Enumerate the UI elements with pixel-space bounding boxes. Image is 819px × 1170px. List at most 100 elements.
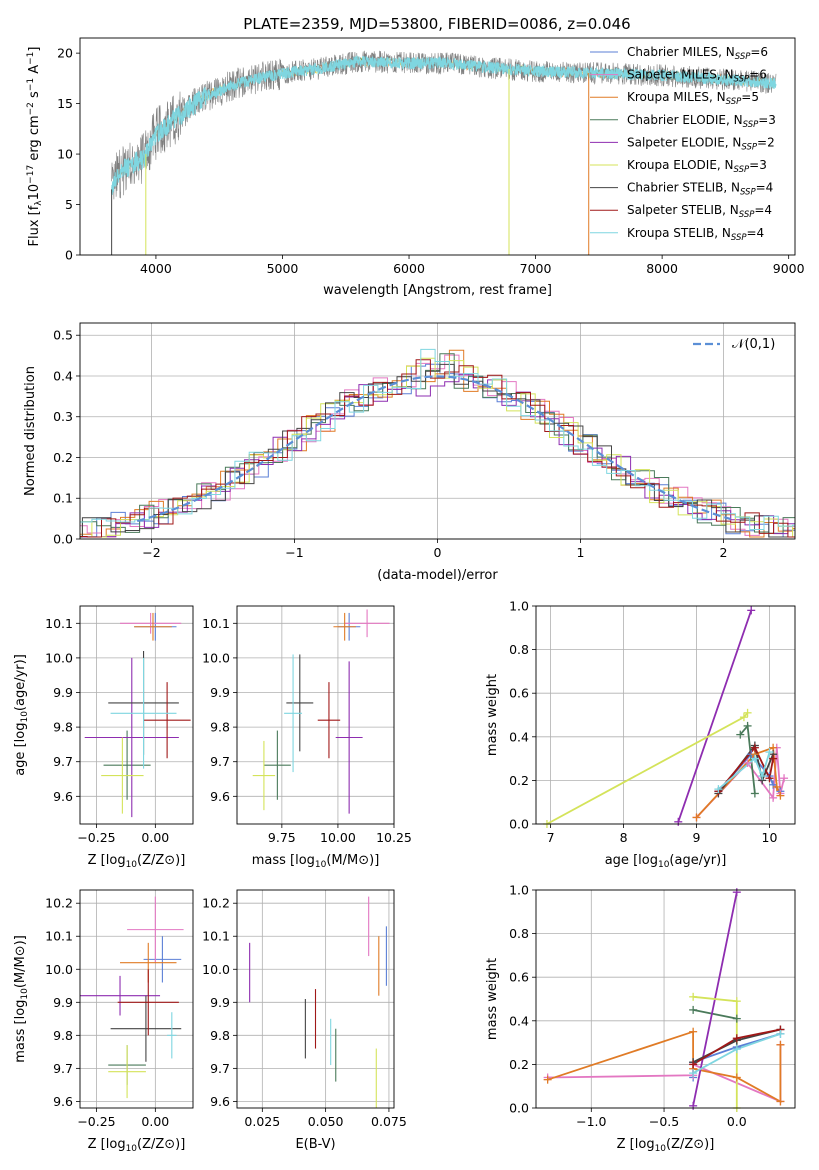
plot-area bbox=[80, 896, 184, 1099]
y-tick-label: 1.0 bbox=[509, 599, 529, 614]
x-tick-label: 0.025 bbox=[244, 1114, 280, 1129]
x-tick-label: 0.00 bbox=[141, 830, 169, 845]
weight-line-2 bbox=[547, 1030, 782, 1104]
y-tick-label: 10.0 bbox=[45, 962, 73, 977]
y-tick-label: 9.8 bbox=[53, 720, 73, 735]
figure-title: PLATE=2359, MJD=53800, FIBERID=0086, z=0… bbox=[243, 15, 630, 33]
x-tick-label: 10.25 bbox=[376, 830, 412, 845]
model-spectrum-8 bbox=[111, 55, 777, 195]
legend-label: Chabrier MILES, NSSP=6 bbox=[627, 45, 768, 62]
axes-frame bbox=[79, 605, 194, 825]
y-tick-label: 0.6 bbox=[509, 686, 529, 701]
y-tick-label: 20 bbox=[57, 46, 73, 61]
x-tick-label: 8000 bbox=[646, 261, 678, 276]
axes-frame bbox=[535, 605, 796, 825]
y-tick-label: 9.7 bbox=[53, 754, 73, 769]
y-tick-label: 9.7 bbox=[210, 754, 230, 769]
x-axis-label: Z [log10(Z/Z⊙)] bbox=[88, 1137, 186, 1154]
y-tick-label: 9.9 bbox=[53, 995, 73, 1010]
weight-line-4 bbox=[677, 610, 753, 823]
plot-area bbox=[111, 50, 777, 255]
y-tick-label: 0.6 bbox=[509, 970, 529, 985]
residual-histogram-7 bbox=[80, 359, 795, 538]
y-tick-label: 0.2 bbox=[53, 450, 73, 465]
plot-area bbox=[546, 610, 785, 824]
residual-histogram-2 bbox=[80, 349, 795, 538]
legend-label: Kroupa MILES, NSSP=5 bbox=[627, 90, 759, 107]
y-axis-label: mass weight bbox=[485, 958, 500, 1040]
legend-label: Chabrier STELIB, NSSP=4 bbox=[627, 181, 773, 198]
y-axis-label: mass weight bbox=[485, 674, 500, 756]
axes-frame bbox=[236, 889, 395, 1109]
residual-histogram-6 bbox=[80, 363, 795, 538]
x-axis-label: wavelength [Angstrom, rest frame] bbox=[323, 283, 552, 298]
y-tick-label: 10.0 bbox=[202, 962, 230, 977]
normal-reference-curve bbox=[136, 375, 732, 523]
panel-mass_vs_Z: −0.25 0.00 9.6 9.7 9.8 9.9 10.0 10.1 10.2 Z [log1… bbox=[13, 889, 194, 1154]
panel-spectrum: 4000 5000 6000 7000 8000 9000 0 5 10 15 20 waveleng… bbox=[26, 37, 805, 298]
axes-frame bbox=[236, 605, 395, 825]
y-tick-label: 10.1 bbox=[202, 929, 230, 944]
y-tick-label: 9.9 bbox=[210, 995, 230, 1010]
y-tick-label: 0.8 bbox=[509, 926, 529, 941]
y-tick-label: 0.4 bbox=[509, 1013, 529, 1028]
plot-area bbox=[84, 612, 191, 818]
x-tick-label: −1 bbox=[285, 545, 303, 560]
weight-line-3 bbox=[692, 1009, 737, 1020]
x-tick-label: 0 bbox=[434, 545, 442, 560]
plot-area bbox=[252, 609, 390, 814]
y-tick-label: 10.1 bbox=[45, 616, 73, 631]
x-tick-label: 7000 bbox=[520, 261, 552, 276]
x-tick-label: −0.25 bbox=[77, 830, 115, 845]
y-tick-label: 0.0 bbox=[53, 532, 73, 547]
panel-weight_vs_age: 7 8 9 10 0.0 0.2 0.4 0.6 0.8 1.0 mass weight age [l… bbox=[485, 599, 796, 870]
y-tick-label: 9.6 bbox=[53, 789, 73, 804]
y-tick-label: 9.9 bbox=[53, 685, 73, 700]
y-tick-label: 15 bbox=[57, 96, 73, 111]
y-tick-label: 9.7 bbox=[53, 1061, 73, 1076]
y-tick-label: 0.4 bbox=[509, 729, 529, 744]
y-tick-label: 9.9 bbox=[210, 685, 230, 700]
y-tick-label: 10 bbox=[57, 147, 73, 162]
weight-line-5 bbox=[546, 712, 749, 824]
legend-label: Kroupa ELODIE, NSSP=3 bbox=[627, 158, 767, 175]
y-axis-label: Flux [fλ10−17 erg cm−2 s−1 A−1] bbox=[26, 47, 44, 247]
legend-label: Salpeter MILES, NSSP=6 bbox=[627, 68, 767, 85]
y-tick-label: 9.8 bbox=[53, 1028, 73, 1043]
panel-residuals: −2 −1 0 1 2 0.0 0.1 0.2 0.3 0.4 0.5 𝒩(0,1) (data-mod… bbox=[23, 322, 796, 583]
y-tick-label: 0.5 bbox=[53, 328, 73, 343]
y-axis-label: age [log10(age/yr)] bbox=[13, 654, 30, 776]
x-tick-label: 0.0 bbox=[727, 1114, 747, 1129]
y-tick-label: 9.8 bbox=[210, 1028, 230, 1043]
y-tick-label: 0.2 bbox=[509, 1057, 529, 1072]
panel-age_vs_Z: −0.25 0.00 9.6 9.7 9.8 9.9 10.0 10.1 Z [log10(Z/… bbox=[13, 605, 194, 870]
x-axis-label: mass [log10(M/M⊙)] bbox=[252, 853, 380, 870]
x-tick-label: 5000 bbox=[267, 261, 299, 276]
plot-area bbox=[80, 348, 795, 538]
y-tick-label: 10.1 bbox=[45, 929, 73, 944]
legend-label: Salpeter ELODIE, NSSP=2 bbox=[627, 135, 775, 152]
panel-mass_vs_EBV: 0.025 0.050 0.075 9.6 9.7 9.8 9.9 10.0 10.1 10.2 E… bbox=[202, 889, 407, 1152]
x-tick-label: 0.075 bbox=[371, 1114, 407, 1129]
x-tick-label: −0.25 bbox=[77, 1114, 115, 1129]
x-axis-label: E(B-V) bbox=[295, 1137, 335, 1152]
x-tick-label: 0.00 bbox=[141, 1114, 169, 1129]
x-axis-label: age [log10(age/yr)] bbox=[605, 853, 727, 870]
legend: Chabrier MILES, NSSP=6 Salpeter MILES, NS… bbox=[590, 45, 776, 243]
y-tick-label: 0.0 bbox=[509, 817, 529, 832]
y-tick-label: 5 bbox=[65, 197, 73, 212]
x-tick-label: 6000 bbox=[393, 261, 425, 276]
y-axis-label: mass [log10(M/M⊙)] bbox=[13, 935, 30, 1063]
x-tick-label: 10.00 bbox=[320, 830, 356, 845]
y-tick-label: 1.0 bbox=[509, 883, 529, 898]
x-tick-label: 9 bbox=[693, 830, 701, 845]
panel-weight_vs_Z: −1.0 −0.5 0.0 0.0 0.2 0.4 0.6 0.8 1.0 mass weight… bbox=[485, 883, 796, 1154]
x-tick-label: 1 bbox=[577, 545, 585, 560]
x-tick-label: 9.75 bbox=[268, 830, 296, 845]
legend-label: 𝒩(0,1) bbox=[732, 337, 775, 352]
axes-frame bbox=[79, 889, 194, 1109]
y-tick-label: 9.8 bbox=[210, 720, 230, 735]
y-axis-label: Normed distribution bbox=[23, 366, 38, 496]
weight-line-7 bbox=[717, 746, 774, 792]
